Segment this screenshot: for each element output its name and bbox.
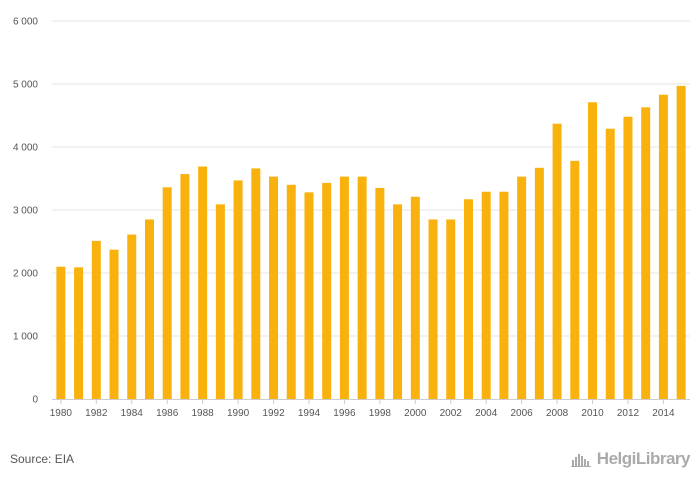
y-tick-label: 2 000 [13,269,38,280]
x-tick-label: 1990 [227,408,250,419]
logo-text: HelgiLibrary [596,449,691,468]
x-tick-label: 2012 [617,408,640,419]
bar-2004 [481,191,491,399]
bar-1990 [233,180,243,399]
bar-2001 [428,219,438,399]
x-tick-label: 1982 [85,408,108,419]
x-tick-label: 2006 [511,408,534,419]
x-tick-label: 2004 [475,408,498,419]
bar-1987 [180,174,190,399]
bar-2006 [517,176,527,399]
x-tick-label: 1994 [298,408,321,419]
bar-1991 [251,168,261,399]
bar-1983 [109,249,119,399]
bar-2009 [570,160,580,399]
x-tick-label: 2000 [404,408,427,419]
bar-2003 [463,199,473,399]
x-tick-label: 1980 [50,408,73,419]
bar-1989 [215,204,225,399]
bar-1994 [304,192,314,399]
bar-1988 [198,166,208,399]
x-tick-label: 1984 [121,408,144,419]
bar-1993 [286,184,296,399]
bar-1997 [357,176,367,399]
bar-1982 [91,240,101,399]
y-tick-label: 3 000 [13,206,38,217]
bar-1980 [56,266,66,399]
bar-2008 [552,123,562,399]
helgi-library-logo[interactable]: HelgiLibrary [570,449,691,469]
bar-1996 [339,176,349,399]
x-tick-label: 2014 [652,408,675,419]
gridlines [52,20,690,337]
bar-1998 [375,187,385,399]
x-tick-label: 2010 [581,408,604,419]
bar-1984 [127,234,137,399]
x-axis-tick-labels: 1980 1982 1984 1986 1988 1990 1992 1994 1996 1998… [50,399,675,419]
bar-2013 [641,107,651,399]
x-tick-label: 1992 [262,408,285,419]
bar-2014 [658,94,668,400]
y-axis-tick-labels: 0 1 000 2 000 3 000 4 000 5 000 6 000 [13,17,38,406]
bar-1981 [74,267,84,399]
x-tick-label: 1986 [156,408,179,419]
bars [56,85,686,400]
bar-1985 [144,219,154,399]
x-tick-label: 1988 [192,408,215,419]
bar-1986 [162,187,172,399]
x-tick-label: 2008 [546,408,569,419]
y-tick-label: 4 000 [13,143,38,154]
y-tick-label: 6 000 [13,17,38,28]
bar-2011 [605,128,615,400]
source-label: Source: EIA [10,452,75,466]
bar-1995 [322,182,332,399]
helgi-logo-icon [570,454,591,467]
bar-2005 [499,191,509,399]
bar-2012 [623,116,633,399]
x-tick-label: 2002 [440,408,463,419]
bar-2015 [676,85,686,399]
y-tick-label: 5 000 [13,80,38,91]
x-tick-label: 1998 [369,408,392,419]
bar-chart: 0 1 000 2 000 3 000 4 000 5 000 6 000 1980 1982… [13,17,690,419]
x-tick-label: 1996 [333,408,356,419]
y-tick-label: 0 [32,395,38,406]
bar-2002 [446,219,456,399]
bar-2010 [588,102,598,400]
bar-1992 [269,176,279,399]
bar-1999 [393,204,403,399]
bar-2000 [410,196,420,399]
y-tick-label: 1 000 [13,332,38,343]
bar-2007 [534,167,544,399]
